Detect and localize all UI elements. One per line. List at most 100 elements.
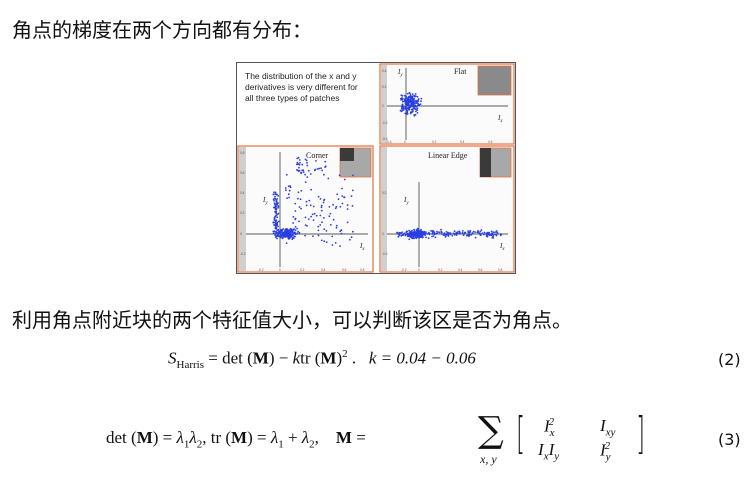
figure-caption-line-2: derivatives is very different for	[245, 82, 358, 92]
corner-scatter-point	[319, 198, 322, 200]
corner-scatter-point	[325, 241, 328, 244]
corner-scatter-point	[277, 205, 280, 208]
corner-scatter-point	[341, 187, 343, 190]
corner-scatter-point	[310, 188, 312, 191]
corner-scatter-point	[323, 173, 325, 176]
flat-scatter-point	[416, 107, 419, 110]
edge-scatter-point	[474, 236, 477, 239]
corner-scatter-point	[332, 218, 335, 221]
corner-scatter-point	[294, 233, 297, 236]
edge-scatter-point	[447, 234, 450, 237]
flat-scatter-point	[402, 100, 404, 103]
corner-scatter-point	[350, 195, 353, 198]
corner-scatter-point	[291, 238, 294, 241]
corner-scatter-point	[273, 191, 275, 194]
edge-scatter-point	[432, 229, 434, 232]
edge-scatter-point	[485, 232, 488, 235]
corner-scatter-point	[305, 200, 308, 203]
flat-scatter-point	[417, 98, 420, 100]
flat-scatter-point	[417, 100, 420, 102]
corner-scatter-point	[322, 201, 325, 204]
flat-scatter-point	[412, 110, 414, 112]
svg-text:Iy: Iy	[397, 68, 403, 78]
edge-scatter-point	[462, 234, 465, 237]
svg-text:Iy: Iy	[403, 196, 409, 206]
edge-scatter-point	[461, 231, 464, 234]
corner-scatter-point	[339, 230, 342, 233]
corner-scatter-point	[272, 221, 275, 224]
corner-scatter-point	[295, 169, 298, 171]
edge-scatter-point	[449, 232, 452, 235]
flat-scatter-point	[417, 103, 420, 105]
corner-scatter-point	[289, 186, 292, 189]
edge-scatter-point	[469, 231, 471, 233]
corner-scatter-point	[288, 189, 291, 192]
corner-scatter-point	[334, 207, 337, 210]
corner-scatter-point	[272, 232, 275, 235]
corner-scatter-point	[297, 230, 299, 233]
flat-panel-title: Flat	[454, 67, 467, 76]
svg-text:-0.2: -0.2	[382, 121, 388, 125]
corner-scatter-point	[341, 195, 344, 197]
corner-scatter-point	[298, 206, 301, 208]
corner-scatter-point	[275, 193, 278, 196]
edge-scatter-point	[415, 229, 418, 231]
edge-scatter-point	[471, 232, 474, 234]
corner-scatter-point	[277, 195, 280, 197]
flat-scatter-point	[400, 94, 403, 97]
flat-panel: Iy Ix Flat 0.4 0.2 0 -0.2 -0.4 -0.4 0 0.2 0.4 0…	[379, 63, 515, 145]
corner-scatter-point	[291, 234, 293, 237]
svg-text:0.8: 0.8	[360, 268, 365, 272]
edge-scatter-point	[478, 232, 481, 235]
corner-scatter-point	[317, 195, 320, 198]
edge-scatter-point	[398, 231, 401, 234]
svg-text:0: 0	[382, 232, 384, 236]
corner-scatter-point	[304, 158, 307, 161]
corner-panel: Iy Ix Corner 0.8 0.6 0.4 0.2 0 -0.2 -0.2 0 0.2 0…	[237, 145, 374, 273]
edge-scatter-point	[404, 234, 407, 237]
edge-scatter-point	[406, 232, 409, 235]
corner-scatter-point	[276, 216, 279, 219]
corner-scatter-point	[293, 231, 296, 234]
corner-scatter-point	[309, 204, 312, 207]
corner-scatter-point	[294, 229, 297, 232]
corner-scatter-point	[346, 208, 349, 211]
corner-scatter-point	[343, 178, 346, 181]
corner-scatter-point	[320, 209, 323, 212]
edge-scatter-point	[443, 232, 446, 235]
corner-scatter-point	[292, 216, 295, 218]
flat-scatter-point	[409, 112, 412, 115]
edge-scatter-point	[408, 229, 410, 232]
corner-scatter-point	[285, 173, 288, 176]
corner-scatter-point	[298, 231, 301, 234]
svg-text:0.6: 0.6	[488, 140, 493, 144]
flat-scatter-point	[413, 107, 415, 110]
corner-scatter-point	[296, 161, 299, 164]
corner-scatter-point	[287, 193, 290, 196]
corner-scatter-point	[338, 174, 341, 177]
flat-scatter-point	[411, 93, 414, 95]
corner-scatter-point	[332, 203, 334, 206]
corner-scatter-point	[320, 167, 322, 170]
flat-scatter-point	[405, 101, 408, 103]
corner-scatter-point	[314, 168, 317, 171]
corner-scatter-point	[306, 176, 309, 178]
edge-scatter-point	[461, 230, 464, 232]
corner-scatter-point	[274, 193, 276, 196]
corner-scatter-point	[321, 169, 324, 172]
corner-scatter-point	[319, 224, 322, 226]
edge-scatter-point	[468, 234, 471, 237]
edge-scatter-point	[422, 231, 425, 234]
corner-scatter-point	[273, 218, 276, 221]
edge-scatter-point	[495, 234, 498, 237]
edge-scatter-point	[401, 231, 403, 234]
svg-text:-0.2: -0.2	[401, 268, 407, 272]
figure-caption-line-3: all three types of patches	[245, 93, 340, 103]
corner-scatter-point	[307, 169, 310, 172]
svg-text:0: 0	[404, 140, 406, 144]
svg-text:0.2: 0.2	[432, 140, 437, 144]
corner-scatter-point	[292, 235, 295, 237]
corner-scatter-point	[298, 164, 301, 166]
edge-scatter-point	[427, 237, 430, 240]
edge-scatter-point	[418, 233, 421, 235]
